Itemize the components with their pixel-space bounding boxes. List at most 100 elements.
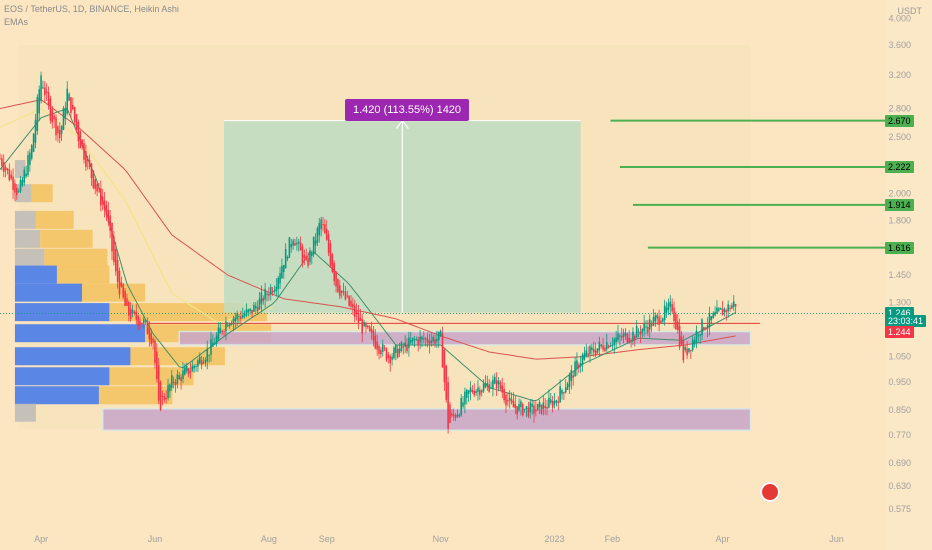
candle-body	[329, 243, 332, 266]
candle-body	[454, 415, 457, 418]
candle-body	[247, 309, 250, 313]
candle-body	[137, 315, 139, 326]
candle-body	[6, 168, 9, 171]
x-tick-label: 2023	[545, 534, 565, 544]
candle-body	[262, 298, 265, 302]
candle-body	[191, 365, 194, 372]
candle-body	[585, 350, 588, 357]
candle-body	[385, 348, 388, 361]
candle-body	[533, 405, 535, 414]
candle-body	[381, 344, 384, 352]
measure-label: 1.420 (113.55%) 1420	[345, 99, 470, 121]
candle-body	[335, 271, 337, 287]
support-zone	[101, 407, 752, 432]
volume-profile-bar	[14, 386, 99, 405]
candle-body	[641, 328, 644, 334]
candle-body	[363, 322, 365, 327]
volume-profile-bar	[14, 265, 57, 284]
x-tick-label: Apr	[34, 534, 48, 544]
axis-unit-label[interactable]: USDT	[897, 6, 923, 16]
candle-body	[193, 365, 195, 369]
candle-body	[161, 395, 164, 397]
candle-body	[109, 215, 111, 231]
candle-body	[340, 290, 343, 294]
ema-yellow-line	[0, 107, 273, 324]
candle-body	[324, 224, 326, 234]
candle-body	[128, 301, 130, 316]
candle-body	[344, 291, 347, 300]
candle-body	[710, 316, 713, 321]
volume-profile-bar	[35, 210, 74, 229]
candle-body	[408, 337, 410, 348]
candle-body	[527, 407, 530, 417]
candle-body	[253, 304, 255, 312]
candle-body	[68, 93, 70, 101]
y-tick-label: 0.630	[888, 481, 911, 491]
candle-body	[342, 291, 345, 293]
price-tag: 23:03:41	[885, 314, 927, 327]
indicator-label[interactable]: EMAs	[4, 17, 29, 27]
candle-body	[236, 313, 238, 320]
candle-body	[731, 305, 733, 309]
candle-body	[292, 240, 294, 246]
candle-body	[189, 371, 192, 373]
candle-body	[602, 345, 604, 350]
candle-body	[251, 309, 253, 314]
candle-body	[53, 115, 55, 120]
candle-body	[688, 348, 690, 352]
volume-profile-bar	[14, 324, 146, 343]
candle-body	[268, 294, 270, 296]
candle-body	[682, 340, 685, 361]
candle-body	[656, 315, 659, 319]
candle-body	[606, 342, 608, 350]
candle-body	[243, 314, 246, 317]
candle-body	[650, 324, 653, 327]
candle-body	[400, 342, 403, 351]
y-tick-label: 2.500	[888, 132, 911, 142]
candle-body	[428, 340, 431, 346]
x-tick-label: Sep	[319, 534, 335, 544]
candle-body	[105, 204, 108, 215]
candle-body	[699, 334, 701, 336]
candle-body	[708, 313, 711, 328]
volume-profile-bar	[56, 265, 110, 284]
candle-body	[630, 340, 632, 342]
candle-body	[260, 292, 263, 304]
candle-body	[592, 348, 595, 353]
candle-body	[734, 304, 737, 307]
candle-body	[307, 257, 309, 266]
candle-body	[632, 331, 634, 341]
candle-body	[357, 312, 360, 323]
candle-body	[355, 311, 358, 315]
candle-body	[538, 401, 541, 408]
candle-body	[215, 335, 218, 344]
candle-body	[626, 333, 629, 343]
candle-body	[648, 319, 651, 330]
volume-profile-bar	[14, 210, 36, 229]
candle-body	[619, 335, 621, 337]
candle-body	[353, 305, 356, 318]
candle-body	[208, 354, 210, 356]
candle-body	[563, 392, 565, 394]
candle-body	[230, 323, 233, 325]
candle-body	[279, 273, 281, 284]
y-tick-label: 2.800	[888, 104, 911, 114]
candle-body	[85, 151, 87, 167]
candle-body	[195, 366, 197, 368]
candle-body	[430, 340, 433, 343]
candle-body	[607, 345, 610, 348]
candle-body	[617, 333, 619, 340]
candle-body	[254, 306, 257, 309]
candle-body	[19, 179, 22, 192]
candle-body	[346, 295, 349, 297]
y-tick-label: 1.050	[888, 352, 911, 362]
candle-body	[113, 236, 115, 262]
candle-body	[34, 119, 37, 143]
candle-body	[663, 305, 666, 321]
candle-body	[92, 170, 95, 188]
candle-body	[628, 338, 631, 343]
candle-body	[213, 343, 216, 345]
candle-body	[572, 375, 574, 378]
x-tick-label: Jun	[148, 534, 163, 544]
